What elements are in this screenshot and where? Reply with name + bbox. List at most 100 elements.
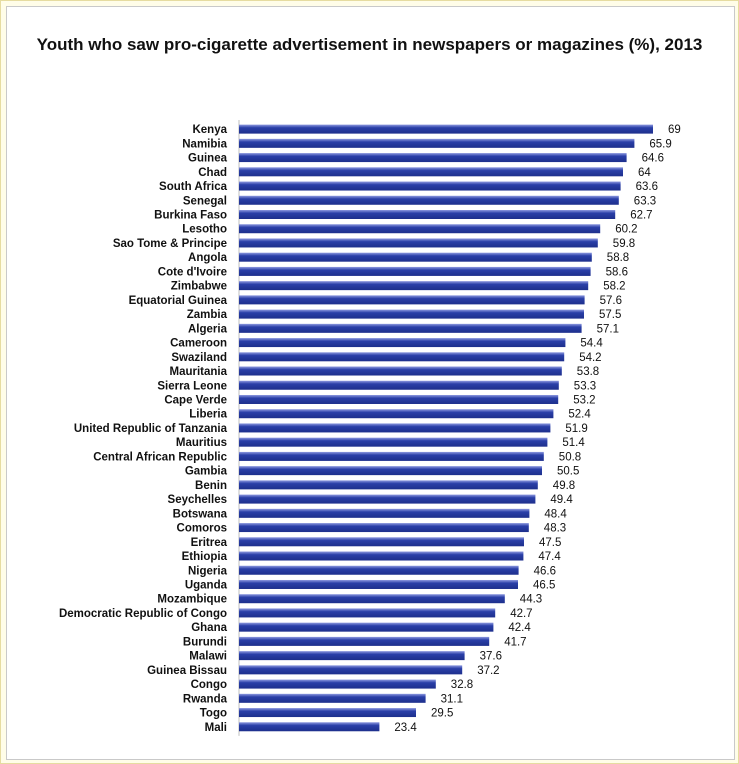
- bar: [239, 153, 627, 163]
- category-label: Gambia: [185, 466, 228, 478]
- value-label: 54.2: [579, 352, 601, 364]
- value-label: 23.4: [394, 722, 417, 734]
- value-label: 50.5: [557, 466, 579, 478]
- category-label: South Africa: [159, 181, 228, 193]
- bar: [239, 224, 601, 234]
- bar: [239, 338, 566, 348]
- category-label: Liberia: [189, 409, 227, 421]
- value-label: 59.8: [613, 238, 635, 250]
- category-label: Ghana: [191, 622, 227, 634]
- bar: [239, 323, 582, 333]
- value-label: 57.5: [599, 309, 621, 321]
- bar: [239, 523, 529, 533]
- category-label: Mauritania: [169, 366, 227, 378]
- value-label: 48.3: [544, 523, 566, 535]
- category-label: Equatorial Guinea: [129, 295, 228, 307]
- value-label: 32.8: [451, 679, 473, 691]
- value-label: 37.2: [477, 665, 499, 677]
- category-label: Angola: [188, 252, 228, 264]
- category-label: United Republic of Tanzania: [74, 423, 228, 435]
- bar: [239, 252, 592, 262]
- value-label: 53.2: [573, 394, 595, 406]
- value-label: 49.8: [553, 480, 575, 492]
- value-label: 47.5: [539, 537, 561, 549]
- value-label: 63.6: [636, 181, 658, 193]
- bar: [239, 394, 559, 404]
- value-label: 58.8: [607, 252, 629, 264]
- bar: [239, 551, 524, 561]
- category-label: Lesotho: [182, 224, 227, 236]
- category-label: Burundi: [183, 636, 227, 648]
- value-label: 58.6: [606, 266, 628, 278]
- category-label: Zimbabwe: [171, 281, 227, 293]
- category-label: Nigeria: [188, 565, 228, 577]
- value-label: 52.4: [568, 409, 591, 421]
- value-label: 69: [668, 124, 681, 136]
- chart-title: Youth who saw pro-cigarette advertisemen…: [36, 35, 703, 54]
- category-label: Eritrea: [191, 537, 228, 549]
- value-label: 47.4: [538, 551, 561, 563]
- category-label: Guinea: [188, 153, 228, 165]
- bar: [239, 266, 591, 276]
- bar: [239, 352, 565, 362]
- bar: [239, 693, 426, 703]
- category-label: Kenya: [192, 124, 227, 136]
- value-label: 64.6: [642, 153, 664, 165]
- value-label: 53.3: [574, 380, 596, 392]
- category-label: Mali: [205, 722, 227, 734]
- category-label: Seychelles: [168, 494, 227, 506]
- value-label: 65.9: [649, 138, 671, 150]
- category-label: Mauritius: [176, 437, 227, 449]
- category-label: Sao Tome & Principe: [113, 238, 227, 250]
- bar: [239, 451, 544, 461]
- bar: [239, 423, 551, 433]
- bar: [239, 579, 518, 589]
- bar: [239, 238, 598, 248]
- category-label: Congo: [191, 679, 227, 691]
- bar: [239, 494, 536, 504]
- bar: [239, 181, 621, 191]
- bar: [239, 608, 496, 618]
- value-label: 57.6: [600, 295, 622, 307]
- bar: [239, 594, 505, 604]
- value-label: 29.5: [431, 708, 453, 720]
- value-label: 46.6: [534, 565, 556, 577]
- bar: [239, 466, 542, 476]
- category-label: Guinea Bissau: [147, 665, 227, 677]
- value-label: 64: [638, 167, 651, 179]
- bar: [239, 437, 548, 447]
- category-label: Togo: [200, 708, 227, 720]
- bar: [239, 722, 380, 732]
- value-label: 41.7: [504, 636, 526, 648]
- category-label: Cote d'Ivoire: [158, 266, 227, 278]
- category-label: Zambia: [187, 309, 228, 321]
- bar: [239, 366, 562, 376]
- bar: [239, 537, 524, 547]
- bar: [239, 565, 519, 575]
- category-label: Senegal: [183, 195, 227, 207]
- bar: [239, 195, 619, 205]
- bar: [239, 138, 635, 148]
- bar: [239, 210, 616, 219]
- bar: [239, 679, 436, 689]
- value-label: 46.5: [533, 579, 555, 591]
- category-label: Namibia: [182, 138, 227, 150]
- category-label: Democratic Republic of Congo: [59, 608, 227, 620]
- category-label: Benin: [195, 480, 227, 492]
- category-label: Cape Verde: [164, 394, 227, 406]
- value-label: 53.8: [577, 366, 599, 378]
- bar: [239, 281, 589, 291]
- value-label: 63.3: [634, 195, 656, 207]
- value-label: 31.1: [441, 693, 463, 705]
- category-label: Malawi: [189, 651, 227, 663]
- bar: [239, 508, 530, 518]
- category-label: Swaziland: [171, 352, 227, 364]
- value-label: 62.7: [630, 210, 652, 222]
- category-label: Chad: [198, 167, 227, 179]
- category-label: Botswana: [173, 508, 228, 520]
- category-label: Sierra Leone: [157, 380, 227, 392]
- value-label: 51.9: [565, 423, 587, 435]
- value-label: 44.3: [520, 594, 542, 606]
- category-label: Uganda: [185, 579, 228, 591]
